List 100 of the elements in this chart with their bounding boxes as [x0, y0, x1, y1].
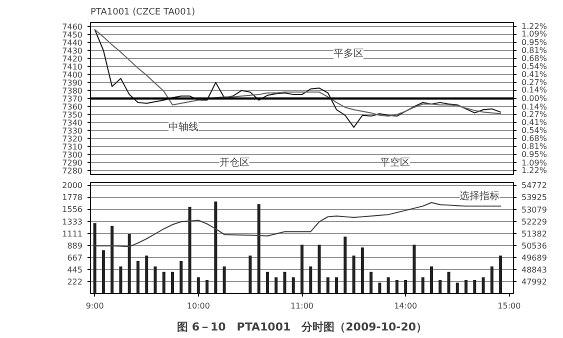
bar [196, 277, 200, 294]
y2-tick-label: 49689 [522, 253, 547, 262]
y-tick-label: 7330 [62, 126, 82, 136]
x-tick-label: 9:00 [86, 302, 104, 310]
y2-tick-label: 1.09% [522, 158, 548, 168]
y2-tick-label: 0.68% [522, 54, 548, 63]
y2-tick-label: 0.41% [522, 70, 548, 79]
bar [386, 277, 390, 294]
bar [119, 266, 122, 294]
y-tick-label: 1333 [62, 217, 82, 226]
bar [162, 272, 166, 294]
annotation: 平多区 [334, 47, 364, 60]
bar [473, 280, 476, 294]
bar [188, 206, 192, 294]
y2-tick-label: 0.27% [522, 110, 548, 119]
bar [421, 277, 424, 294]
y-tick-label: 1556 [62, 205, 82, 214]
bar [318, 244, 321, 294]
bar [344, 236, 347, 294]
bar [430, 266, 433, 294]
annotation: 中轴线 [168, 121, 199, 134]
bar [102, 250, 105, 294]
bar [257, 204, 260, 294]
y2-tick-label: 0.41% [522, 118, 548, 128]
y-tick-label: 7380 [62, 86, 82, 96]
y2-tick-label: 53925 [522, 193, 547, 202]
bar [180, 261, 183, 294]
x-tick-label: 14:00 [394, 302, 418, 310]
bar [266, 272, 269, 294]
bar [360, 247, 364, 294]
bar [214, 201, 218, 294]
annotation: 平空区 [380, 156, 410, 169]
bar [283, 272, 286, 294]
y2-tick-label: 0.54% [522, 62, 548, 72]
line-series [94, 202, 502, 248]
y2-tick-label: 53079 [522, 205, 547, 214]
bar [490, 266, 494, 294]
annotation: 选择指标 [460, 190, 500, 202]
bar [326, 277, 330, 294]
y-tick-label: 7280 [62, 166, 82, 176]
bar [300, 244, 304, 294]
y2-tick-label: 0.95% [522, 38, 548, 47]
y-tick-label: 7320 [62, 134, 82, 144]
x-tick-label: 15:00 [498, 302, 521, 310]
y-tick-label: 445 [67, 265, 83, 274]
y-tick-label: 7350 [62, 110, 82, 120]
bar [171, 272, 174, 294]
y-tick-label: 2000 [62, 181, 82, 190]
y-tick-label: 7390 [62, 78, 82, 88]
y-tick-label: 667 [67, 253, 83, 262]
bar [438, 280, 442, 294]
bar [378, 282, 382, 294]
y-tick-label: 7340 [62, 118, 82, 128]
y-tick-label: 1778 [62, 193, 82, 202]
y2-tick-label: 51382 [522, 229, 547, 238]
y2-tick-label: 0.00% [522, 94, 548, 103]
bar [395, 280, 398, 294]
bar [335, 277, 338, 294]
bar [352, 256, 356, 294]
bar [145, 256, 148, 294]
x-tick-label: 10:00 [186, 302, 210, 310]
y-tick-label: 7430 [62, 46, 82, 56]
x-tick-label: 11:00 [290, 302, 314, 310]
y2-tick-label: 1.09% [522, 30, 548, 39]
y-tick-label: 7300 [62, 150, 82, 160]
y-tick-label: 1111 [62, 229, 82, 238]
y-tick-label: 7400 [62, 70, 82, 80]
bar [499, 256, 502, 294]
y2-tick-label: 0.54% [522, 126, 548, 135]
y-tick-label: 889 [67, 241, 83, 250]
bar [482, 277, 485, 294]
bar [128, 234, 131, 294]
bar [206, 280, 209, 294]
y-tick-label: 222 [67, 277, 83, 286]
caption: 图 6－10 PTA1001 分时图（2009-10-20） [177, 320, 428, 334]
y-tick-label: 7310 [62, 142, 82, 152]
y2-tick-label: 0.95% [522, 150, 548, 160]
y-tick-label: 7440 [62, 38, 82, 48]
y2-tick-label: 50536 [522, 241, 547, 250]
chart-title: PTA1001 (CZCE TA001) [90, 8, 196, 18]
y2-tick-label: 0.14% [522, 86, 548, 95]
bar [412, 244, 416, 294]
y2-tick-label: 0.81% [522, 46, 548, 56]
y-tick-label: 7460 [62, 22, 82, 32]
y2-tick-label: 47992 [522, 277, 547, 286]
y2-tick-label: 48843 [522, 265, 547, 274]
bar [248, 256, 252, 294]
bar [274, 277, 278, 294]
bar [222, 266, 226, 294]
y-tick-label: 7360 [62, 102, 82, 112]
bar [447, 272, 450, 294]
bar [464, 280, 468, 294]
y2-tick-label: 0.68% [522, 134, 548, 144]
y2-tick-label: 1.22% [522, 166, 548, 175]
y2-tick-label: 0.14% [522, 102, 548, 112]
bar [292, 277, 295, 294]
bar [154, 266, 157, 294]
y-tick-label: 7410 [62, 62, 82, 72]
y2-tick-label: 52229 [522, 217, 547, 226]
bar [110, 226, 114, 294]
